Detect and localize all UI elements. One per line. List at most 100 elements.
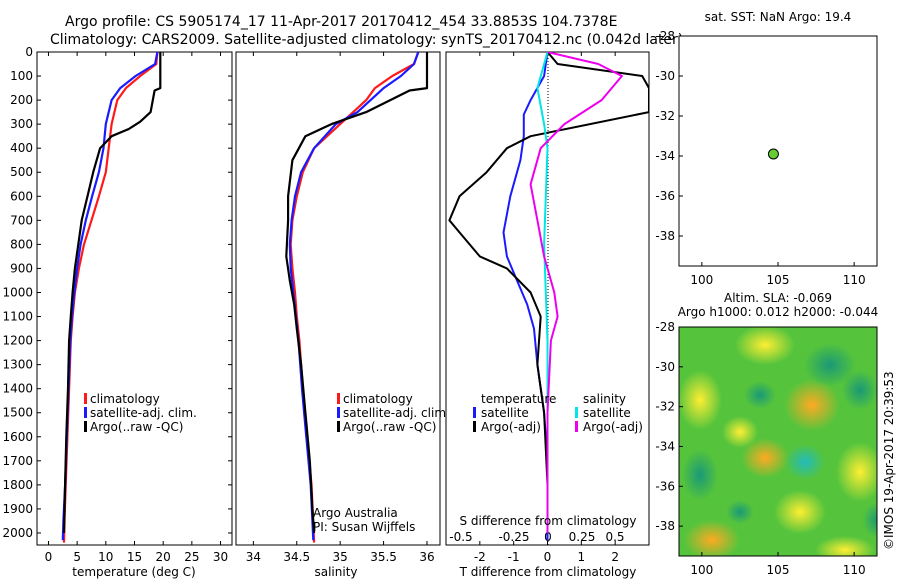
y-tick-label: -36 bbox=[655, 189, 675, 203]
figure-title: Argo profile: CS 5905174_17 11-Apr-2017 … bbox=[65, 14, 617, 30]
sla-map-title-2: Argo h1000: 0.012 h2000: -0.044 bbox=[678, 305, 879, 319]
y-tick-label: 1700 bbox=[2, 454, 33, 468]
legend-label-satellite: satellite-adj. clim. bbox=[343, 406, 450, 420]
y-tick-label: 1400 bbox=[2, 382, 33, 396]
legend-swatch-t-argo bbox=[473, 421, 476, 432]
x-tick-label: 100 bbox=[690, 273, 713, 287]
y-tick-label: 400 bbox=[10, 141, 33, 155]
legend-title-salinity: salinity bbox=[583, 392, 626, 406]
x-tick-label: 105 bbox=[767, 273, 790, 287]
salinity-difference-ticklabels: -0.5 -0.25 0 0.25 0.5 bbox=[449, 530, 624, 544]
y-tick-label: -34 bbox=[655, 439, 675, 453]
x-tick-label: 30 bbox=[213, 550, 228, 564]
y-tick-label: 1600 bbox=[2, 430, 33, 444]
s-tick-label: 0.5 bbox=[605, 530, 624, 544]
x-tick-label: 20 bbox=[156, 550, 171, 564]
y-tick-label: 600 bbox=[10, 189, 33, 203]
legend-label-argo: Argo(..raw -QC) bbox=[90, 420, 183, 434]
sla-map-title-1: Altim. SLA: -0.069 bbox=[724, 291, 832, 305]
x-tick-label: -1 bbox=[508, 550, 520, 564]
legend-label-t-argo: Argo(-adj) bbox=[481, 420, 541, 434]
salinity-axes bbox=[235, 51, 441, 546]
x-tick-label: 34.5 bbox=[283, 550, 310, 564]
legend-label-satellite: satellite-adj. clim. bbox=[90, 406, 197, 420]
x-tick-label: 5 bbox=[73, 550, 81, 564]
s-tick-label: -0.5 bbox=[449, 530, 472, 544]
y-tick-label: -30 bbox=[655, 69, 675, 83]
difference-xlabel: T difference from climatology bbox=[459, 565, 637, 579]
sla-map-panel: Altim. SLA: -0.069 Argo h1000: 0.012 h20… bbox=[655, 291, 879, 577]
argo-position-marker bbox=[767, 148, 779, 160]
series-line-temperature-argo-adj- bbox=[448, 52, 649, 533]
temperature-legend: climatology satellite-adj. clim. Argo(..… bbox=[84, 392, 197, 434]
x-tick-label: 2 bbox=[611, 550, 619, 564]
y-tick-label: 1300 bbox=[2, 358, 33, 372]
salinity-xlabel: salinity bbox=[314, 565, 357, 579]
legend-title-temperature: temperature bbox=[481, 392, 556, 406]
sst-map-ticks: 100 105 110 -28 -30 -32 -34 -36 -38 bbox=[655, 29, 865, 287]
y-tick-label: -32 bbox=[655, 109, 675, 123]
temperature-xlabel: temperature (deg C) bbox=[72, 565, 195, 579]
y-tick-label: 100 bbox=[10, 69, 33, 83]
temperature-xticks: 0 5 10 15 20 25 30 bbox=[45, 52, 228, 564]
y-tick-label: 1200 bbox=[2, 334, 33, 348]
legend-label-climatology: climatology bbox=[90, 392, 160, 406]
x-tick-label: 105 bbox=[767, 563, 790, 577]
x-tick-label: 1 bbox=[578, 550, 586, 564]
y-tick-label: 900 bbox=[10, 261, 33, 275]
y-tick-label: 800 bbox=[10, 237, 33, 251]
y-tick-label: 1000 bbox=[2, 285, 33, 299]
y-tick-label: 500 bbox=[10, 165, 33, 179]
series-line-salinity-argo-adj- bbox=[529, 52, 623, 533]
x-tick-label: 35 bbox=[333, 550, 348, 564]
legend-label-s-satellite: satellite bbox=[583, 406, 631, 420]
salinity-xticks: 34 34.5 35 35.5 36 bbox=[246, 52, 435, 564]
series-line-salinity-satellite bbox=[536, 52, 549, 533]
s-tick-label: -0.25 bbox=[498, 530, 529, 544]
y-tick-label: -30 bbox=[655, 360, 675, 374]
x-tick-label: 100 bbox=[690, 563, 713, 577]
series-line-argo-raw-qc- bbox=[62, 52, 162, 534]
x-tick-label: 34 bbox=[246, 550, 261, 564]
x-tick-label: 110 bbox=[843, 563, 866, 577]
salinity-legend: climatology satellite-adj. clim. Argo(..… bbox=[337, 392, 450, 434]
series-line-satellite-adj-clim- bbox=[288, 52, 420, 541]
s-tick-label: 0.25 bbox=[569, 530, 596, 544]
legend-swatch-argo bbox=[337, 421, 340, 432]
y-tick-label: -28 bbox=[655, 29, 675, 43]
x-tick-label: 36 bbox=[419, 550, 434, 564]
float-pi: PI: Susan Wijffels bbox=[313, 520, 415, 534]
y-tick-label: 1100 bbox=[2, 310, 33, 324]
legend-label-s-argo: Argo(-adj) bbox=[583, 420, 643, 434]
x-tick-label: -2 bbox=[474, 550, 486, 564]
temperature-axes bbox=[36, 51, 233, 546]
sla-map-ticks: 100 105 110 -28 -30 -32 -34 -36 -38 bbox=[655, 320, 865, 577]
y-tick-label: 0 bbox=[25, 45, 33, 59]
sst-map-title: sat. SST: NaN Argo: 19.4 bbox=[705, 10, 852, 24]
temperature-panel: 0100200300400500600700800900100011001200… bbox=[2, 45, 649, 579]
timestamp-stamp: ©IMOS 19-Apr-2017 20:39:53 bbox=[882, 371, 896, 550]
y-tick-label: 1900 bbox=[2, 502, 33, 516]
y-tick-label: -32 bbox=[655, 400, 675, 414]
y-tick-label: 700 bbox=[10, 213, 33, 227]
float-owner: Argo Australia bbox=[313, 506, 398, 520]
y-tick-label: -28 bbox=[655, 320, 675, 334]
legend-swatch-s-argo bbox=[575, 421, 578, 432]
x-tick-label: 0 bbox=[544, 550, 552, 564]
legend-swatch-satellite bbox=[84, 407, 87, 418]
difference-panel: -2 -1 0 1 2 -0.5 -0.25 0 0.25 0.5 S difference f… bbox=[445, 51, 650, 579]
legend-swatch-s-satellite bbox=[575, 407, 578, 418]
x-tick-label: 10 bbox=[98, 550, 113, 564]
y-tick-label: 1800 bbox=[2, 478, 33, 492]
x-tick-label: 110 bbox=[843, 273, 866, 287]
legend-swatch-satellite bbox=[337, 407, 340, 418]
figure-subtitle: Climatology: CARS2009. Satellite-adjuste… bbox=[50, 32, 683, 48]
argo-position-marker-group bbox=[767, 148, 779, 160]
legend-swatch-climatology bbox=[84, 393, 87, 404]
legend-label-climatology: climatology bbox=[343, 392, 413, 406]
sst-map-panel: sat. SST: NaN Argo: 19.4 100 105 110 -28 -30… bbox=[655, 10, 878, 287]
y-tick-label: 300 bbox=[10, 117, 33, 131]
y-tick-label: -38 bbox=[655, 229, 675, 243]
y-tick-label: 1500 bbox=[2, 406, 33, 420]
